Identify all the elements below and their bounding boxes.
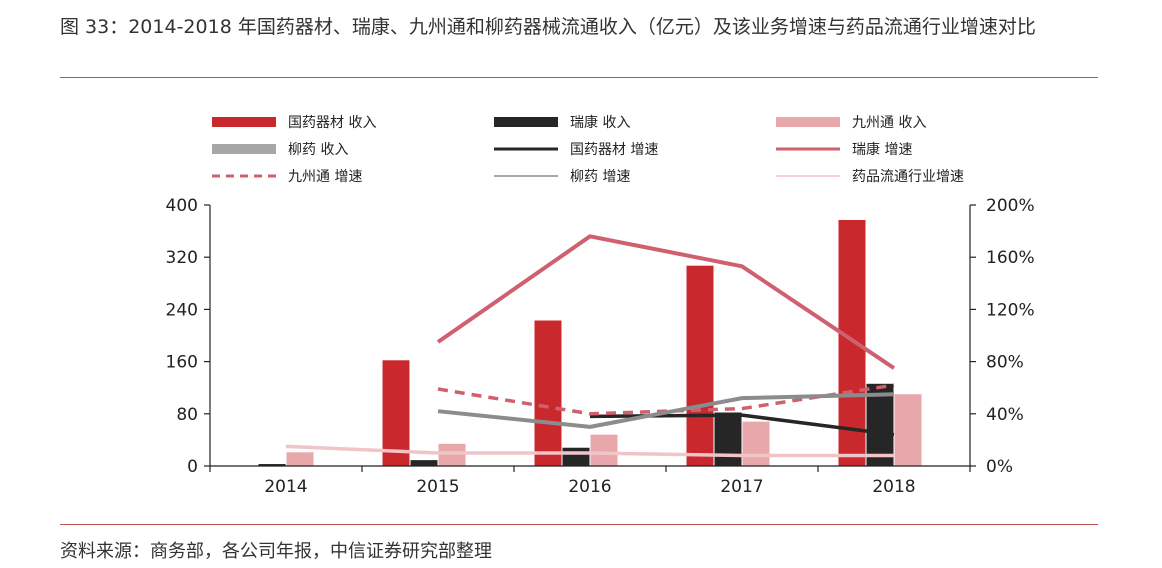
axes: 0 80 160 240 320 400 0% 40% 80% 120% 160% 200% 2014 2… [166, 196, 1035, 497]
bar-2-4 [894, 394, 922, 466]
legend-swatch [494, 117, 558, 127]
left-tick-label: 320 [166, 248, 198, 268]
x-tick-label: 2016 [568, 477, 611, 497]
top-divider [60, 77, 1098, 78]
right-tick-label: 80% [986, 353, 1024, 373]
right-tick-label: 160% [986, 248, 1035, 268]
left-tick-label: 240 [166, 300, 198, 320]
left-tick-label: 160 [166, 353, 198, 373]
left-tick-label: 80 [176, 405, 198, 425]
bar-2-0 [286, 452, 314, 466]
legend-label: 国药器材 收入 [288, 115, 376, 131]
legend-swatch [212, 144, 276, 154]
bar-0-3 [686, 265, 714, 466]
line-series-4 [285, 444, 894, 458]
line-series-1 [436, 234, 896, 370]
right-tick-label: 0% [986, 457, 1013, 477]
right-tick-label: 40% [986, 405, 1024, 425]
source-note: 资料来源：商务部，各公司年报，中信证券研究部整理 [60, 541, 492, 562]
bar-2-2 [590, 434, 618, 466]
bar-0-1 [382, 360, 410, 466]
bar-2-1 [438, 443, 466, 466]
bottom-divider [60, 524, 1098, 525]
right-tick-label: 200% [986, 196, 1035, 216]
legend-label: 国药器材 增速 [570, 142, 658, 158]
x-tick-label: 2015 [416, 477, 459, 497]
legend-label: 九州通 增速 [288, 169, 362, 185]
figure-title: 图 33：2014-2018 年国药器材、瑞康、九州通和柳药器械流通收入（亿元）… [60, 16, 1036, 38]
x-tick-label: 2014 [264, 477, 307, 497]
bar-0-4 [838, 220, 866, 466]
legend-swatch [212, 117, 276, 127]
bar-1-3 [714, 412, 742, 466]
bar-group [258, 220, 922, 466]
bar-2-3 [742, 421, 770, 466]
legend-swatch [776, 117, 840, 127]
bar-1-0 [258, 464, 286, 466]
bar-0-2 [534, 320, 562, 466]
bar-1-4 [866, 383, 894, 466]
line-group [285, 234, 896, 458]
left-tick-label: 0 [187, 457, 198, 477]
left-tick-label: 400 [166, 196, 198, 216]
line-series-2 [437, 383, 895, 416]
bar-1-2 [562, 447, 590, 466]
legend-label: 瑞康 增速 [852, 141, 912, 158]
x-tick-label: 2018 [872, 477, 915, 497]
right-tick-label: 120% [986, 300, 1035, 320]
legend-label: 九州通 收入 [852, 115, 926, 131]
legend-label: 柳药 增速 [570, 168, 630, 185]
legend-label: 药品流通行业增速 [852, 169, 964, 185]
x-tick-label: 2017 [720, 477, 763, 497]
legend-label: 瑞康 收入 [570, 114, 630, 131]
bar-1-1 [410, 460, 438, 466]
line-series-3 [437, 392, 895, 429]
legend-label: 柳药 收入 [288, 141, 348, 158]
